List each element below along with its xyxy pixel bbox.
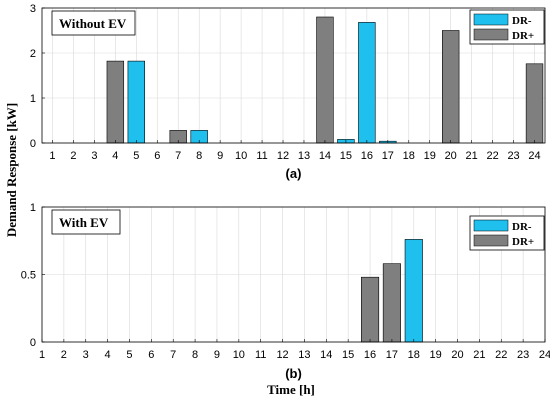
x-tick-label: 9 — [214, 349, 220, 361]
x-tick-label: 2 — [70, 150, 76, 162]
legend-label: DR+ — [512, 30, 534, 42]
x-tick-label: 19 — [430, 349, 442, 361]
bar-dr-minus — [127, 60, 145, 144]
y-tick-label: 0.5 — [21, 270, 36, 282]
x-tick-label: 7 — [175, 150, 181, 162]
x-tick-label: 21 — [466, 150, 478, 162]
x-tick-label: 23 — [507, 150, 519, 162]
x-tick-label: 14 — [319, 150, 331, 162]
bar-dr-plus — [316, 16, 334, 144]
x-tick-label: 13 — [298, 150, 310, 162]
x-tick-label: 16 — [364, 349, 376, 361]
x-tick-label: 2 — [61, 349, 67, 361]
y-tick-label: 1 — [30, 202, 36, 214]
x-tick-label: 15 — [342, 349, 354, 361]
x-tick-label: 8 — [196, 150, 202, 162]
x-tick-label: 12 — [276, 349, 288, 361]
legend-swatch-dr-plus — [473, 28, 509, 41]
x-tick-label: 6 — [148, 349, 154, 361]
bar-dr-plus — [382, 263, 401, 343]
y-tick-label: 3 — [30, 3, 36, 15]
legend-swatch-dr-minus — [473, 219, 509, 232]
x-tick-label: 12 — [277, 150, 289, 162]
bar-dr-minus — [404, 239, 423, 343]
x-tick-label: 16 — [361, 150, 373, 162]
x-tick-label: 5 — [133, 150, 139, 162]
x-tick-label: 11 — [256, 150, 267, 162]
x-tick-label: 13 — [298, 349, 310, 361]
x-tick-label: 18 — [403, 150, 415, 162]
x-tick-label: 20 — [445, 150, 457, 162]
panel-label: With EV — [59, 215, 109, 230]
chart-panel-a: 1 2 3 4 5 6 7 8 9 10 11 12 13 14 15 16 17 18 19 20 21 22 23 240… — [30, 3, 546, 181]
y-axis-label: Demand Response [kW] — [4, 103, 19, 237]
x-tick-label: 14 — [320, 349, 332, 361]
panel-caption: (a) — [286, 166, 302, 181]
x-tick-label: 3 — [91, 150, 97, 162]
legend-swatch-dr-minus — [473, 13, 509, 26]
panel-label-box — [51, 10, 136, 36]
bar-dr-plus — [525, 63, 544, 144]
panel-caption: (b) — [285, 366, 302, 381]
y-tick-label: 0 — [30, 138, 36, 150]
x-tick-label: 24 — [539, 349, 550, 361]
legend-label: DR- — [512, 221, 532, 233]
x-tick-label: 21 — [473, 349, 485, 361]
y-tick-label: 0 — [30, 337, 36, 349]
x-tick-label: 17 — [386, 349, 398, 361]
x-tick-label: 5 — [126, 349, 132, 361]
x-tick-label: 15 — [340, 150, 352, 162]
x-tick-label: 17 — [382, 150, 394, 162]
x-tick-label: 3 — [83, 349, 89, 361]
x-tick-label: 24 — [528, 150, 540, 162]
bar-dr-plus — [442, 30, 460, 144]
x-axis-label: Time [h] — [267, 382, 315, 397]
x-tick-label: 4 — [112, 150, 118, 162]
x-tick-label: 10 — [233, 349, 245, 361]
panel-label: Without EV — [59, 16, 127, 31]
x-tick-label: 18 — [408, 349, 420, 361]
x-tick-label: 10 — [235, 150, 247, 162]
bar-dr-plus — [360, 276, 380, 343]
x-tick-label: 20 — [451, 349, 463, 361]
legend-label: DR+ — [512, 236, 534, 248]
bar-dr-minus — [358, 22, 376, 144]
x-tick-label: 19 — [424, 150, 436, 162]
x-tick-label: 8 — [192, 349, 198, 361]
x-tick-label: 6 — [154, 150, 160, 162]
bar-dr-plus — [106, 60, 125, 144]
axes-frame — [41, 7, 546, 144]
panel-label-box — [51, 209, 121, 235]
x-tick-label: 22 — [495, 349, 507, 361]
x-tick-label: 7 — [170, 349, 176, 361]
y-tick-label: 1 — [30, 93, 36, 105]
legend-swatch-dr-plus — [473, 234, 509, 247]
legend-label: DR- — [512, 15, 532, 27]
x-tick-label: 9 — [217, 150, 223, 162]
x-tick-label: 1 — [49, 150, 55, 162]
x-tick-label: 11 — [255, 349, 266, 361]
x-tick-label: 22 — [486, 150, 498, 162]
y-tick-label: 2 — [30, 48, 36, 60]
x-tick-label: 1 — [39, 349, 45, 361]
x-tick-label: 23 — [517, 349, 529, 361]
chart-panel-b: 1 2 3 4 5 6 7 8 9 10 11 12 13 14 15 16 17 18 19 20 21 22 23 240… — [21, 202, 550, 381]
x-tick-label: 4 — [105, 349, 111, 361]
